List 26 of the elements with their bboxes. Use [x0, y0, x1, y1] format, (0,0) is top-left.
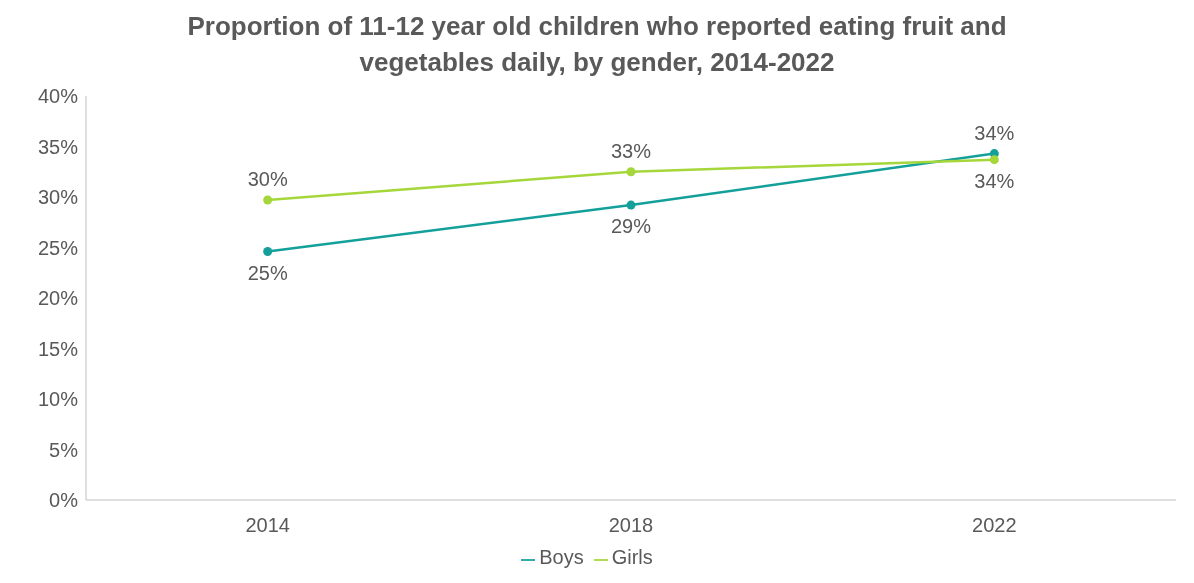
data-label: 34%: [974, 121, 1015, 144]
data-label: 30%: [247, 168, 288, 191]
y-tick-label: 30%: [37, 186, 79, 209]
y-tick-label: 15%: [37, 337, 79, 360]
data-label: 29%: [610, 215, 652, 238]
chart-title: Proportion of 11-12 year old children who reported eating fruit and vegetables daily, by gender, 2014-2022: [186, 10, 1008, 79]
legend-label: Boys: [539, 546, 584, 568]
point: [989, 155, 999, 165]
point: [263, 247, 273, 257]
y-tick-label: 20%: [37, 287, 79, 310]
data-label: 25%: [247, 261, 288, 284]
point: [626, 167, 636, 177]
x-tick-label: 2022: [972, 514, 1017, 537]
y-tick-label: 5%: [49, 438, 79, 461]
y-tick-label: 10%: [37, 388, 79, 411]
legend-label: Girls: [611, 546, 653, 568]
y-tick-label: 25%: [37, 236, 79, 259]
point: [626, 200, 636, 210]
y-tick-label: 35%: [37, 135, 79, 158]
x-tick-label: 2018: [608, 514, 654, 537]
y-tick-label: 0%: [49, 489, 79, 512]
x-tick-label: 2014: [245, 514, 290, 537]
data-label: 33%: [610, 139, 652, 162]
data-label: 34%: [974, 169, 1015, 192]
point: [263, 195, 273, 205]
y-tick-label: 40%: [37, 85, 79, 108]
